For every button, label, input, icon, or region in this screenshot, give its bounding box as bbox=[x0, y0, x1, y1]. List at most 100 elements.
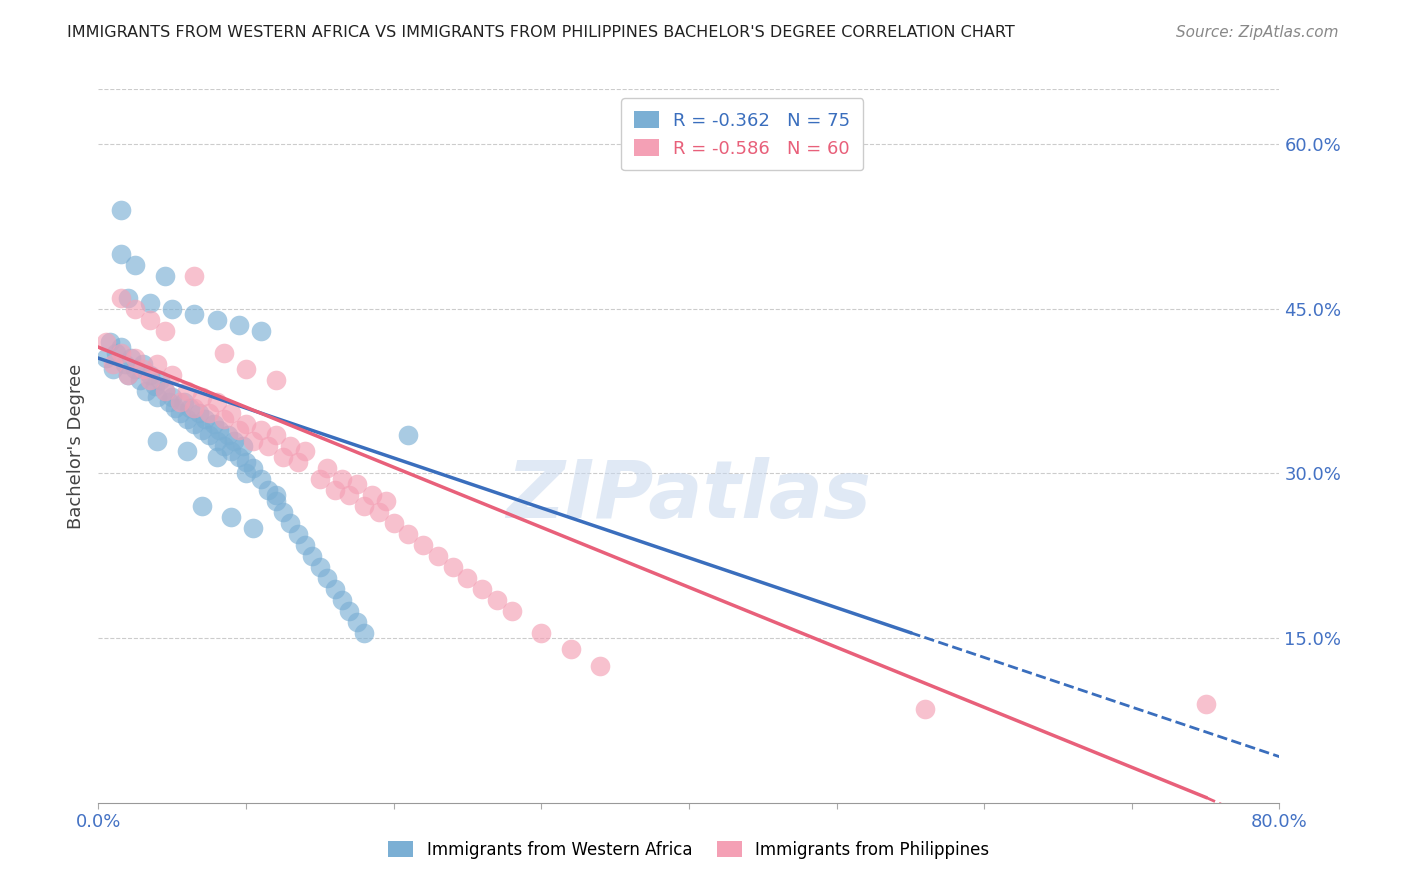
Point bbox=[271, 450, 294, 464]
Point bbox=[114, 357, 136, 371]
Point bbox=[139, 368, 162, 382]
Point bbox=[103, 357, 125, 371]
Point bbox=[560, 642, 582, 657]
Point bbox=[183, 417, 205, 431]
Point bbox=[162, 368, 183, 382]
Point bbox=[330, 592, 353, 607]
Point bbox=[153, 268, 176, 283]
Point bbox=[205, 434, 228, 448]
Point bbox=[530, 625, 553, 640]
Point bbox=[110, 247, 132, 261]
Point bbox=[368, 505, 391, 519]
Point bbox=[589, 658, 612, 673]
Point bbox=[173, 395, 195, 409]
Point bbox=[120, 351, 142, 366]
Point bbox=[228, 318, 250, 333]
Point bbox=[183, 401, 205, 415]
Point bbox=[169, 395, 191, 409]
Point bbox=[132, 357, 155, 371]
Point bbox=[162, 390, 183, 404]
Point bbox=[146, 434, 169, 448]
Point bbox=[294, 538, 316, 552]
Point bbox=[132, 362, 155, 376]
Point bbox=[219, 510, 242, 524]
Point bbox=[287, 455, 309, 469]
Point bbox=[501, 604, 523, 618]
Point bbox=[346, 615, 368, 629]
Point bbox=[242, 461, 264, 475]
Point bbox=[124, 258, 146, 272]
Point bbox=[105, 345, 128, 359]
Point bbox=[427, 549, 450, 563]
Point bbox=[250, 472, 273, 486]
Point bbox=[217, 428, 239, 442]
Point bbox=[441, 559, 464, 574]
Point bbox=[264, 373, 287, 387]
Point bbox=[235, 467, 257, 481]
Point bbox=[153, 384, 176, 398]
Point bbox=[339, 488, 360, 502]
Point bbox=[330, 472, 353, 486]
Point bbox=[353, 625, 375, 640]
Point bbox=[179, 401, 201, 415]
Point bbox=[194, 411, 217, 425]
Point bbox=[278, 439, 302, 453]
Point bbox=[264, 494, 287, 508]
Point bbox=[124, 351, 146, 366]
Point bbox=[165, 401, 187, 415]
Point bbox=[396, 526, 419, 541]
Point bbox=[235, 362, 257, 376]
Point bbox=[316, 571, 339, 585]
Point bbox=[235, 417, 257, 431]
Point bbox=[301, 549, 323, 563]
Point bbox=[309, 472, 332, 486]
Point bbox=[176, 411, 198, 425]
Point bbox=[228, 450, 250, 464]
Point bbox=[271, 505, 294, 519]
Point bbox=[205, 312, 228, 326]
Point bbox=[232, 439, 254, 453]
Point bbox=[287, 526, 309, 541]
Point bbox=[103, 362, 125, 376]
Point bbox=[219, 444, 242, 458]
Point bbox=[914, 702, 936, 716]
Point bbox=[346, 477, 368, 491]
Point bbox=[128, 373, 150, 387]
Point bbox=[250, 423, 273, 437]
Point bbox=[183, 268, 205, 283]
Point bbox=[375, 494, 398, 508]
Point bbox=[323, 483, 346, 497]
Point bbox=[117, 368, 139, 382]
Point bbox=[235, 455, 257, 469]
Point bbox=[162, 301, 183, 316]
Text: Source: ZipAtlas.com: Source: ZipAtlas.com bbox=[1175, 25, 1339, 40]
Point bbox=[153, 324, 176, 338]
Point bbox=[264, 428, 287, 442]
Point bbox=[157, 395, 180, 409]
Point bbox=[139, 296, 162, 310]
Point bbox=[1195, 697, 1218, 711]
Point bbox=[110, 340, 132, 354]
Point bbox=[309, 559, 332, 574]
Point bbox=[257, 483, 280, 497]
Point bbox=[294, 444, 316, 458]
Point bbox=[205, 450, 228, 464]
Point bbox=[139, 373, 162, 387]
Point bbox=[224, 434, 246, 448]
Point bbox=[257, 439, 280, 453]
Text: ZIPatlas: ZIPatlas bbox=[506, 457, 872, 535]
Point bbox=[110, 291, 132, 305]
Point bbox=[117, 368, 139, 382]
Point bbox=[219, 406, 242, 420]
Point bbox=[191, 390, 214, 404]
Point bbox=[176, 384, 198, 398]
Point bbox=[94, 334, 117, 349]
Point bbox=[339, 604, 360, 618]
Point bbox=[176, 444, 198, 458]
Point bbox=[205, 395, 228, 409]
Legend: Immigrants from Western Africa, Immigrants from Philippines: Immigrants from Western Africa, Immigran… bbox=[381, 835, 997, 866]
Point bbox=[228, 423, 250, 437]
Point bbox=[191, 423, 214, 437]
Point bbox=[146, 390, 169, 404]
Point bbox=[396, 428, 419, 442]
